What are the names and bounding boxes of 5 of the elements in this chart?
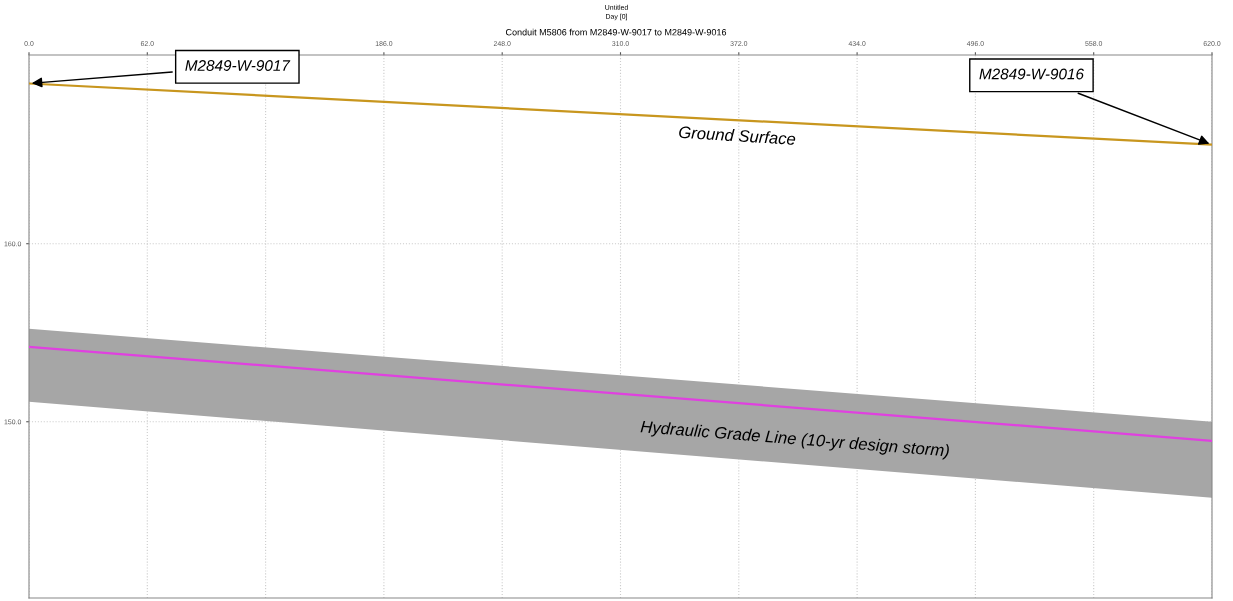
annotation: Ground Surface bbox=[678, 125, 796, 146]
annotation: M2849-W-9017 bbox=[185, 60, 291, 71]
annotation: M2849-W-9016 bbox=[979, 68, 1084, 80]
annotation: Hydraulic Grade Line (10-yr design storm) bbox=[640, 420, 950, 460]
text: Conduit M5806 from M2849-W-9017 to M2849-W-9016 bbox=[505, 28, 727, 36]
